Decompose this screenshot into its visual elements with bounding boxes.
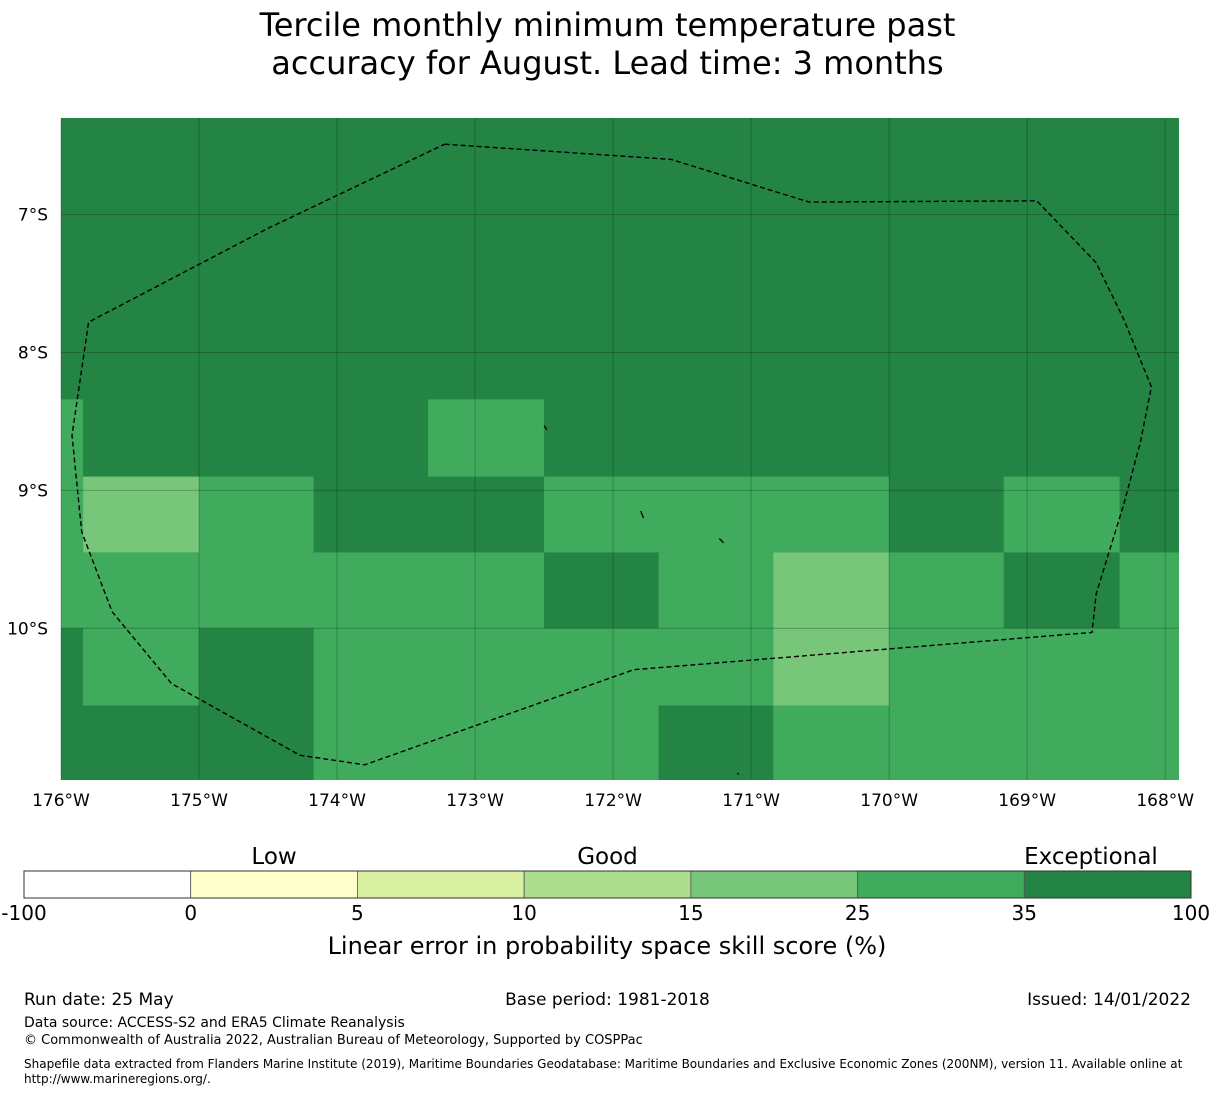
lat-tick-label-2: 9°S — [18, 481, 48, 501]
map-cells — [61, 118, 1179, 780]
colorbar-box-0 — [23, 870, 192, 899]
map-cell-17 — [773, 705, 1179, 780]
colorbar-tick-label-0: -100 — [1, 901, 46, 925]
eez-boundary — [71, 143, 1153, 766]
lon-tick-label-6: 170°W — [860, 791, 918, 811]
island-1 — [640, 510, 645, 519]
island-3 — [736, 772, 740, 775]
colorbar-outline — [23, 870, 1192, 899]
lon-tick-label-8: 168°W — [1136, 791, 1194, 811]
lon-tick-label-4: 172°W — [584, 791, 642, 811]
colorbar-category-1: Good — [577, 844, 638, 870]
run-date: Run date: 25 May — [24, 990, 174, 1010]
map-cell-9 — [773, 552, 890, 629]
map-cell-1 — [428, 399, 545, 477]
colorbar-box-1 — [190, 870, 358, 899]
colorbar-box-3 — [523, 870, 692, 899]
map-cell-5 — [544, 476, 890, 553]
skill-score-map: 176°W 175°W 174°W 173°W 172°W 171°W 170°W 169°W… — [7, 118, 1194, 811]
colorbar-tick-label-2: 5 — [351, 901, 364, 925]
colorbar-title: Linear error in probability space skill … — [328, 932, 887, 960]
colorbar-category-labels: Low Good Exceptional — [251, 844, 1157, 870]
island-coastlines — [543, 425, 740, 775]
lon-tick-label-7: 169°W — [998, 791, 1056, 811]
colorbar-tick-label-7: 100 — [1172, 901, 1210, 925]
map-cell-12 — [83, 628, 200, 706]
map-cell-2 — [61, 476, 84, 553]
lon-tick-label-0: 176°W — [32, 791, 90, 811]
map-cell-15 — [889, 628, 1179, 706]
copyright-notice: © Commonwealth of Australia 2022, Austra… — [24, 1033, 643, 1048]
map-gridlines — [60, 118, 1179, 780]
lat-tick-label-0: 7°S — [18, 206, 48, 226]
island-0 — [543, 425, 548, 431]
shapefile-note: Shapefile data extracted from Flanders M… — [24, 1057, 1183, 1086]
island-2 — [718, 538, 724, 544]
colorbar-tick-label-5: 25 — [845, 901, 870, 925]
colorbar-box-5 — [857, 870, 1025, 899]
map-cell-4 — [199, 476, 314, 553]
colorbar-box-6 — [1023, 870, 1192, 899]
map-cell-11 — [1119, 552, 1179, 629]
issued-date: Issued: 14/01/2022 — [1027, 990, 1191, 1010]
colorbar-tick-label-4: 15 — [678, 901, 703, 925]
colorbar-box-2 — [357, 870, 525, 899]
colorbar-tick-labels: -100 0 5 10 15 25 35 100 — [1, 901, 1210, 925]
lat-tick-label-1: 8°S — [18, 343, 48, 363]
map-cell-16 — [313, 705, 659, 780]
eez-boundary-layer — [71, 143, 1153, 766]
lon-tick-label-1: 175°W — [170, 791, 228, 811]
axis-tick-labels: 176°W 175°W 174°W 173°W 172°W 171°W 170°W 169°W… — [7, 206, 1194, 811]
lon-tick-label-3: 173°W — [446, 791, 504, 811]
colorbar-box-4 — [690, 870, 858, 899]
colorbar-tick-label-1: 0 — [184, 901, 197, 925]
lon-tick-label-2: 174°W — [308, 791, 366, 811]
map-cell-7 — [61, 552, 545, 629]
base-period: Base period: 1981-2018 — [505, 990, 710, 1010]
map-cell-13 — [313, 628, 774, 706]
map-cell-6 — [1003, 476, 1120, 553]
chart-title: Tercile monthly minimum temperature past… — [0, 6, 1215, 82]
lon-tick-label-5: 171°W — [722, 791, 780, 811]
data-source: Data source: ACCESS-S2 and ERA5 Climate … — [24, 1015, 405, 1031]
colorbar-boxes — [23, 870, 1192, 899]
colorbar-category-2: Exceptional — [1024, 844, 1158, 870]
lat-tick-label-3: 10°S — [7, 619, 48, 639]
map-cell-3 — [83, 476, 200, 553]
colorbar-category-0: Low — [251, 844, 296, 870]
map-cell-8 — [658, 552, 774, 629]
map-cell-14 — [773, 628, 890, 706]
map-cell-10 — [889, 552, 1004, 629]
title-line-2: accuracy for August. Lead time: 3 months — [271, 44, 944, 82]
colorbar-legend: Low Good Exceptional -100 0 5 10 15 25 35 100 Lin… — [1, 844, 1210, 960]
colorbar-tick-label-6: 35 — [1012, 901, 1037, 925]
colorbar-tick-label-3: 10 — [511, 901, 536, 925]
title-line-1: Tercile monthly minimum temperature past — [259, 6, 956, 44]
